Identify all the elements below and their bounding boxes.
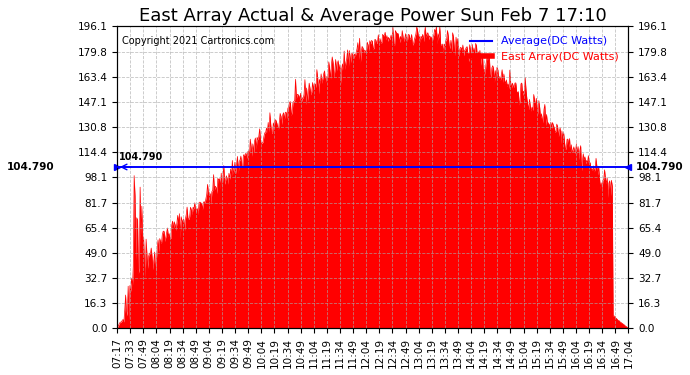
Text: Copyright 2021 Cartronics.com: Copyright 2021 Cartronics.com [122,36,275,45]
Text: 104.790: 104.790 [635,162,683,172]
Legend: Average(DC Watts), East Array(DC Watts): Average(DC Watts), East Array(DC Watts) [465,32,623,66]
Text: 104.790: 104.790 [119,152,163,162]
Title: East Array Actual & Average Power Sun Feb 7 17:10: East Array Actual & Average Power Sun Fe… [139,7,607,25]
Text: 104.790: 104.790 [7,162,55,172]
